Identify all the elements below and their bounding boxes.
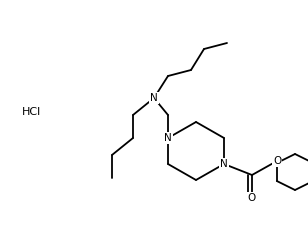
Text: N: N bbox=[220, 159, 228, 169]
Text: HCl: HCl bbox=[22, 107, 41, 117]
Text: O: O bbox=[248, 193, 256, 203]
Text: N: N bbox=[164, 133, 172, 143]
Text: N: N bbox=[150, 93, 158, 103]
Text: O: O bbox=[273, 156, 281, 166]
